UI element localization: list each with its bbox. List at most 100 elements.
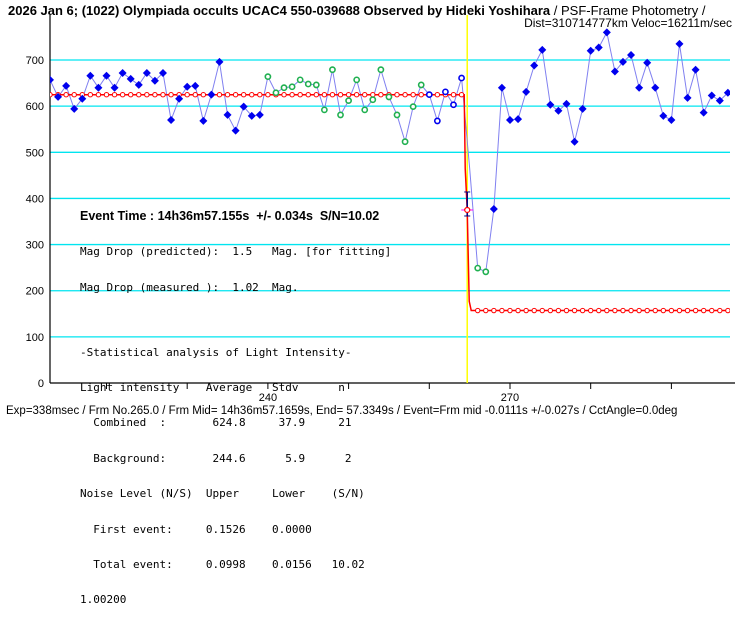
data-point [610,67,619,76]
data-point [102,71,111,80]
model-point [507,307,513,314]
data-point [142,68,151,77]
data-point [231,126,240,135]
data-point [554,106,563,115]
data-point [643,58,652,67]
model-point [87,92,94,98]
model-point [418,92,424,98]
model-point [636,307,642,314]
model-point [620,307,626,314]
plot-marks [50,28,730,314]
title-method: / PSF-Frame Photometry / [550,3,706,18]
data-point [659,111,668,120]
data-point [78,94,87,103]
data-point [474,264,482,272]
data-point [329,66,336,74]
model-point [281,92,287,98]
data-point [118,68,127,77]
data-point [50,75,54,84]
data-point [110,83,119,92]
model-point [523,307,529,314]
model-point [111,92,118,98]
data-point [401,138,409,146]
data-point [158,68,167,77]
event-time: Event Time : 14h36m57.155s +/- 0.034s S/… [80,208,380,223]
chart-title: 2026 Jan 6; (1022) Olympiada occults UCA… [8,3,706,18]
model-point [362,92,368,98]
data-point [247,111,256,120]
model-point [200,92,207,98]
data-point [522,87,531,96]
model-point [249,92,255,98]
model-point [612,307,618,314]
model-point [257,92,263,98]
data-point [417,81,425,89]
data-point [635,83,644,92]
model-point [345,92,352,98]
data-point [345,97,352,105]
data-point [578,104,587,113]
model-point [579,307,586,314]
stats-factor: 1.00200 [80,593,127,607]
data-point [442,88,449,96]
data-point [183,82,192,91]
event-marker [464,206,471,214]
data-point [385,93,393,101]
data-point [514,115,523,124]
stats-heading: -Statistical analysis of Light Intensity… [80,345,352,359]
data-point [70,104,79,113]
y-tick-label: 200 [26,286,44,298]
data-point [369,96,377,104]
model-point [289,92,295,98]
light-curve-chart: 0 100 200 300 400 500 600 700 240 270 [26,15,735,404]
data-point [54,92,63,101]
data-point [94,83,103,92]
x-tick-label: 270 [501,392,519,404]
model-point [321,92,328,98]
data-point [175,94,184,103]
model-point [700,307,707,314]
model-point [684,307,691,314]
data-point [497,83,506,92]
y-tick-label: 300 [26,240,44,252]
data-point [530,61,539,70]
data-point [126,74,135,83]
model-point [410,92,416,98]
model-point [531,307,537,314]
y-tick-label: 400 [26,193,44,205]
model-point [297,92,303,98]
model-point [337,92,344,98]
model-point [491,307,497,314]
data-point [62,81,71,90]
data-point [570,137,579,146]
model-point [240,92,247,98]
data-point [707,91,716,100]
y-tick-label: 600 [26,101,44,113]
model-point [353,92,360,98]
data-point [207,90,216,99]
data-point [594,43,603,52]
model-point [499,307,505,314]
model-point [402,92,408,98]
y-tick-label: 100 [26,332,44,344]
model-point [547,307,554,314]
model-point [232,92,239,98]
data-point [320,106,328,114]
data-point [505,116,514,125]
stats-header-row: Light intensity Average Stdv n [80,380,345,394]
data-point [288,83,296,91]
model-point [144,92,150,98]
data-point [280,84,288,92]
data-point [602,28,611,37]
model-point [136,92,142,98]
data-point [627,50,636,59]
model-point [596,307,602,314]
model-point [434,92,441,98]
data-point [272,89,280,97]
model-point [152,92,158,98]
model-point [555,307,562,314]
model-point [709,307,715,314]
data-point [239,102,248,111]
data-point [361,106,369,114]
model-point [50,92,53,98]
